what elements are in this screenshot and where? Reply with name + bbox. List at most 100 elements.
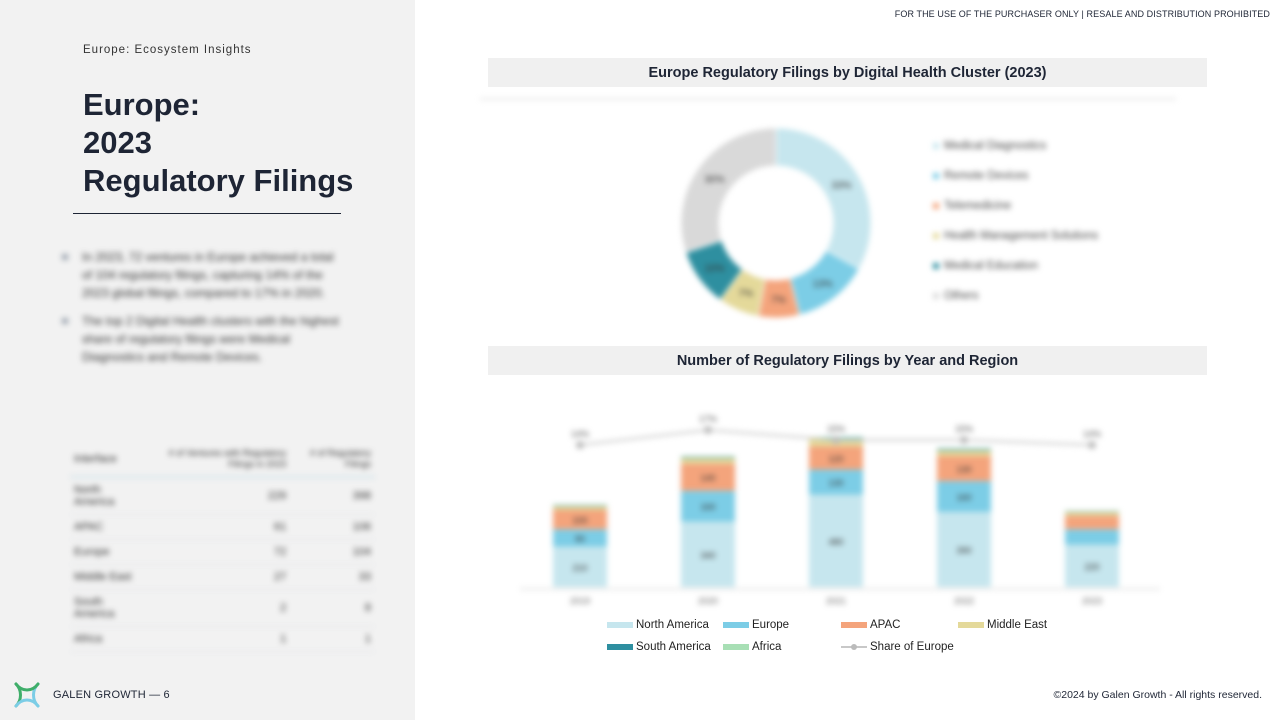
legend-item: South America [607, 641, 711, 653]
disclaimer: FOR THE USE OF THE PURCHASER ONLY | RESA… [894, 9, 1270, 19]
share-point [576, 441, 584, 449]
table-row: Europe 72 104 [70, 539, 375, 565]
bullet-item: In 2023, 72 ventures in Europe achieved … [62, 248, 342, 302]
table-cell: 8 [290, 589, 375, 627]
legend-label: Health Management Solutions [944, 230, 1098, 242]
legend-swatch [933, 143, 939, 149]
share-data-label: 15% [827, 424, 845, 434]
bullet-item: The top 2 Digital Health clusters with t… [62, 312, 342, 366]
table-cell: 106 [290, 514, 375, 540]
page-title: Europe: 2023 Regulatory Filings [83, 86, 383, 200]
legend-label: North America [636, 619, 709, 631]
bar-data-label: 90 [575, 534, 585, 544]
table-header: # of Regulatory Filings [290, 442, 375, 478]
table-cell: 1 [290, 626, 375, 652]
table-row: Middle East 27 33 [70, 564, 375, 590]
bar-segment [937, 511, 991, 587]
legend-label: Remote Devices [944, 170, 1029, 182]
table-cell: 398 [290, 477, 375, 515]
table-header: # of Ventures with Regulatory Filings in… [141, 442, 291, 478]
legend-swatch [723, 622, 749, 628]
bar-segment [553, 506, 607, 510]
legend-swatch [933, 173, 939, 179]
donut-data-label: 10% [705, 264, 725, 275]
legend-label: Africa [752, 641, 782, 653]
bar-segment [681, 463, 735, 491]
donut-data-label: 7% [771, 295, 786, 306]
x-tick-label: 2021 [826, 596, 846, 606]
bar-segment [681, 456, 735, 457]
bar-data-label: 140 [700, 473, 715, 483]
title-line: Regulatory Filings [83, 163, 354, 198]
donut-data-label: 7% [739, 289, 754, 300]
legend-swatch [607, 644, 633, 650]
bar-segment [681, 457, 735, 464]
share-point [832, 436, 840, 444]
galen-growth-logo-icon [14, 682, 40, 708]
share-data-label: 17% [699, 414, 717, 424]
table-cell: North America [70, 477, 142, 515]
legend-line-swatch [841, 644, 867, 650]
legend-item: Europe [723, 619, 789, 631]
table-cell: 61 [141, 514, 291, 540]
table-cell: Europe [70, 539, 142, 565]
bar-segment [1065, 529, 1119, 545]
bar-data-label: 120 [828, 454, 843, 464]
table-cell: 104 [290, 539, 375, 565]
bar-segment [681, 456, 735, 458]
bar-segment [1065, 511, 1119, 512]
legend-swatch [958, 622, 984, 628]
title-line: Europe: [83, 87, 201, 122]
table-cell: 2 [141, 589, 291, 627]
table-cell: 27 [141, 564, 291, 590]
bar-data-label: 160 [700, 502, 715, 512]
donut-chart: 33% 13% 7% 7% 10% 30% Medical Diagnostics Remot… [480, 97, 1176, 319]
legend-label: Others [944, 290, 979, 302]
legend-swatch [933, 203, 939, 209]
bar-segment [809, 446, 863, 470]
table-row: North America 229 398 [70, 477, 375, 515]
table-cell: 1 [141, 626, 291, 652]
table-cell: Africa [70, 626, 142, 652]
table-header: Interface [70, 442, 142, 478]
section-label: Europe: Ecosystem Insights [83, 44, 252, 56]
bar-segment [681, 521, 735, 587]
share-data-label: 15% [955, 424, 973, 434]
bar-data-label: 210 [572, 563, 587, 573]
table-row: Africa 1 1 [70, 626, 375, 652]
copyright: ©2024 by Galen Growth - All rights reser… [1053, 689, 1263, 701]
x-tick-label: 2019 [570, 596, 590, 606]
bar-data-label: 340 [700, 550, 715, 560]
bar-data-label: 130 [956, 465, 971, 475]
brand-footer-text: GALEN GROWTH — 6 [53, 689, 170, 701]
legend-label: Share of Europe [870, 641, 954, 653]
bar-segment [809, 494, 863, 587]
legend-label: Medical Education [944, 260, 1038, 272]
left-panel: Europe: Ecosystem Insights Europe: 2023 … [0, 0, 415, 720]
brand: GALEN GROWTH — 6 [12, 680, 170, 710]
bar-segment [1065, 511, 1119, 516]
bar-segment [937, 448, 991, 451]
donut-slice [775, 127, 872, 270]
legend-label: Telemedicine [944, 200, 1011, 212]
legend-swatch [723, 644, 749, 650]
legend-item: Middle East [958, 619, 1047, 631]
bar-segment [681, 490, 735, 522]
table-cell: 229 [141, 477, 291, 515]
legend-swatch [933, 233, 939, 239]
share-data-label: 14% [571, 429, 589, 439]
title-divider [73, 213, 341, 214]
title-line: 2023 [83, 125, 152, 160]
table-cell: South America [70, 589, 142, 627]
legend-label: APAC [870, 619, 901, 631]
bar-data-label: 390 [956, 545, 971, 555]
bar-data-label: 100 [572, 516, 587, 526]
legend-swatch [607, 622, 633, 628]
table-cell: 72 [141, 539, 291, 565]
share-data-label: 14% [1083, 429, 1101, 439]
table-row: South America 2 8 [70, 589, 375, 627]
donut-data-label: 30% [705, 174, 725, 185]
bar-chart: 210 90 100 2019 340 160 140 2020 480 130 120 2021 39… [520, 414, 1160, 606]
table-cell: Middle East [70, 564, 142, 590]
table-cell: 33 [290, 564, 375, 590]
